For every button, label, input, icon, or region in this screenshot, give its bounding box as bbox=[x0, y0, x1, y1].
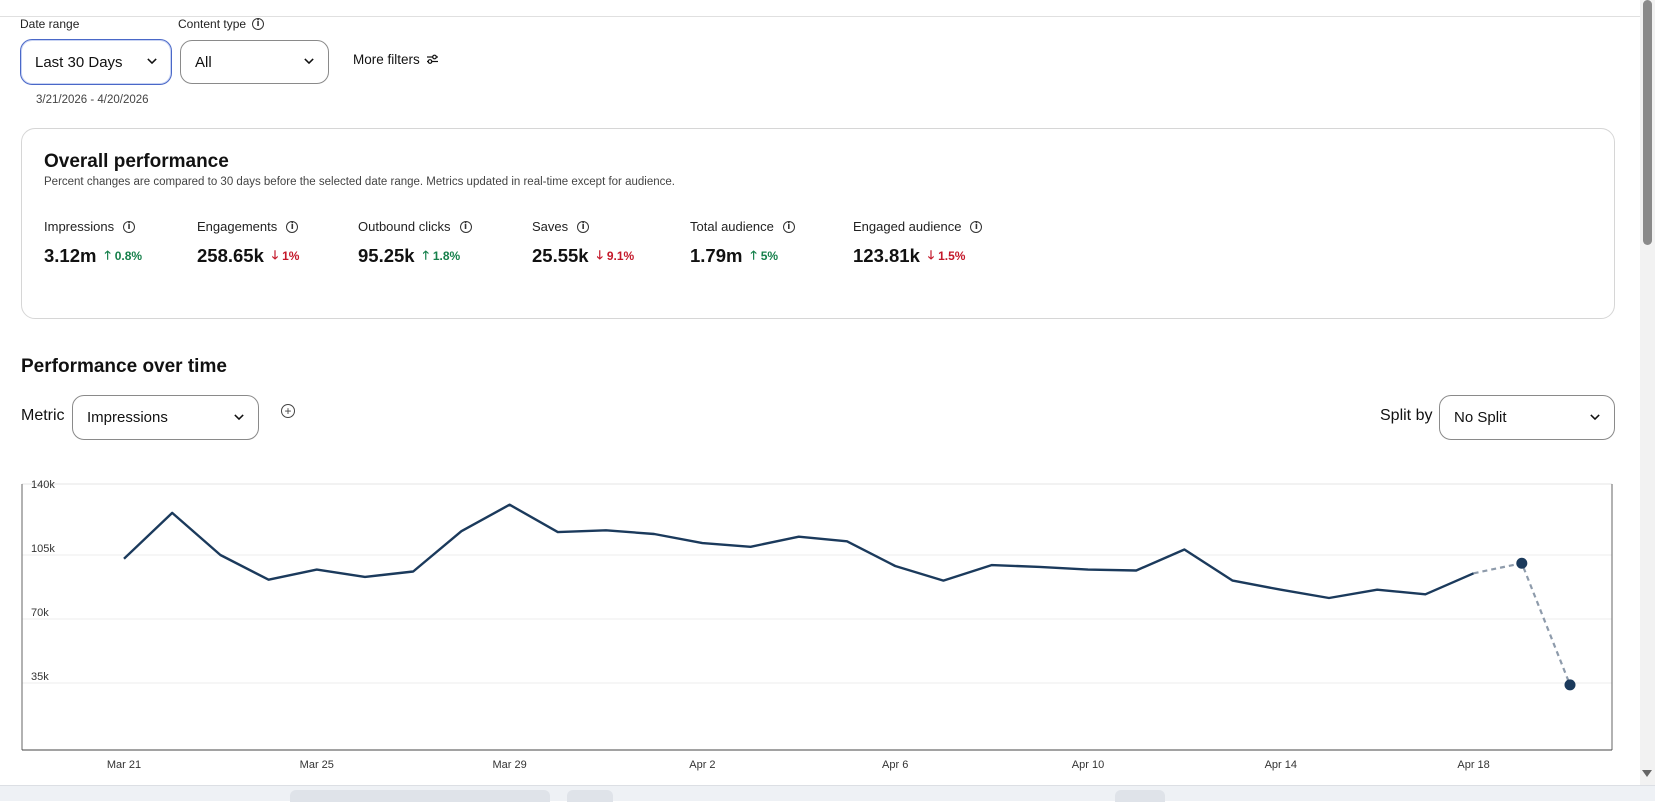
x-tick-label: Apr 6 bbox=[882, 759, 908, 771]
metric-select-value: Impressions bbox=[87, 409, 168, 426]
date-range-select[interactable]: Last 30 Days bbox=[20, 39, 172, 85]
split-by-select[interactable]: No Split bbox=[1439, 395, 1615, 440]
y-tick-label: 140k bbox=[31, 479, 55, 491]
taskbar-item[interactable] bbox=[1115, 790, 1165, 802]
metric-saves: Saves i 25.55k 🡓 9.1% bbox=[532, 219, 634, 267]
projection-series-line bbox=[1473, 561, 1572, 686]
metric-change: 🡑 0.8% bbox=[104, 246, 142, 267]
metric-impressions: Impressions i 3.12m 🡑 0.8% bbox=[44, 219, 142, 267]
content-type-value: All bbox=[195, 53, 212, 71]
content-type-label: Content type bbox=[178, 17, 247, 31]
content-type-select[interactable]: All bbox=[180, 40, 329, 84]
arrow-down-icon: 🡓 bbox=[271, 247, 279, 262]
metric-value: 95.25k bbox=[358, 245, 415, 266]
performance-over-time-title: Performance over time bbox=[21, 356, 227, 377]
overall-performance-card: Overall performance Percent changes are … bbox=[21, 128, 1615, 319]
x-tick-label: Apr 10 bbox=[1072, 759, 1104, 771]
sliders-icon bbox=[426, 52, 439, 67]
split-by-label: Split by bbox=[1380, 407, 1433, 424]
metric-change-value: 1% bbox=[282, 249, 300, 263]
metric-label: Engaged audience bbox=[853, 219, 962, 234]
content-type-label-group: Content type i bbox=[178, 17, 265, 31]
metric-total-audience: Total audience i 1.79m 🡑 5% bbox=[690, 219, 795, 267]
info-icon[interactable]: i bbox=[286, 220, 299, 233]
metric-engaged-audience: Engaged audience i 123.81k 🡓 1.5% bbox=[853, 219, 983, 267]
data-point bbox=[1564, 679, 1576, 691]
arrow-up-icon: 🡑 bbox=[422, 247, 429, 262]
arrow-up-icon: 🡑 bbox=[750, 247, 757, 262]
info-icon[interactable]: i bbox=[782, 220, 795, 233]
scrollbar-thumb[interactable] bbox=[1643, 0, 1652, 245]
data-point bbox=[1516, 557, 1528, 569]
chevron-down-icon bbox=[304, 57, 314, 67]
metric-label: Total audience bbox=[690, 219, 774, 234]
metric-change-value: 5% bbox=[760, 249, 779, 263]
metric-value: 3.12m bbox=[44, 245, 97, 266]
taskbar-item[interactable] bbox=[290, 790, 550, 802]
metric-change: 🡓 1% bbox=[272, 246, 300, 267]
metric-label: Engagements bbox=[197, 219, 278, 234]
metric-outbound-clicks: Outbound clicks i 95.25k 🡑 1.8% bbox=[358, 219, 472, 267]
info-icon[interactable]: i bbox=[970, 220, 983, 233]
metric-select[interactable]: Impressions bbox=[72, 395, 259, 440]
top-divider bbox=[0, 16, 1640, 17]
metric-change: 🡑 5% bbox=[750, 246, 778, 267]
arrow-down-icon: 🡓 bbox=[927, 247, 935, 262]
content-type-info-icon[interactable]: i bbox=[252, 18, 265, 30]
performance-chart-svg: 140k 105k 70k 35k Mar 21 Mar 25 Mar 29 Apr 2 Apr… bbox=[21, 479, 1613, 771]
scroll-down-arrow-icon[interactable] bbox=[1642, 770, 1652, 777]
taskbar bbox=[0, 785, 1655, 802]
metric-value: 1.79m bbox=[690, 245, 743, 266]
chevron-down-icon bbox=[1590, 413, 1600, 423]
metric-change-value: 0.8% bbox=[114, 249, 143, 263]
x-tick-label: Apr 2 bbox=[689, 759, 715, 771]
overall-performance-subtitle: Percent changes are compared to 30 days … bbox=[44, 176, 675, 188]
metric-value: 123.81k bbox=[853, 245, 920, 266]
chevron-down-icon bbox=[234, 413, 244, 423]
metric-change-value: 1.5% bbox=[938, 249, 966, 263]
overall-performance-title: Overall performance bbox=[44, 151, 229, 172]
metric-select-label: Metric bbox=[21, 407, 65, 424]
x-tick-label: Mar 21 bbox=[107, 759, 141, 771]
metric-change: 🡓 1.5% bbox=[928, 246, 966, 267]
metric-change-value: 1.8% bbox=[432, 249, 461, 263]
add-metric-plus-icon[interactable]: + bbox=[281, 404, 295, 418]
y-tick-label: 35k bbox=[31, 671, 49, 683]
x-tick-label: Apr 14 bbox=[1265, 759, 1297, 771]
x-tick-label: Apr 18 bbox=[1457, 759, 1489, 771]
arrow-up-icon: 🡑 bbox=[104, 247, 111, 262]
metric-engagements: Engagements i 258.65k 🡓 1% bbox=[197, 219, 299, 267]
info-icon[interactable]: i bbox=[459, 220, 472, 233]
metric-change-value: 9.1% bbox=[606, 249, 635, 263]
taskbar-item[interactable] bbox=[567, 790, 613, 802]
chevron-down-icon bbox=[147, 57, 157, 67]
metric-label: Impressions bbox=[44, 219, 115, 234]
impressions-series-line bbox=[123, 503, 1475, 600]
more-filters-button[interactable]: More filters bbox=[353, 52, 439, 67]
metric-label: Outbound clicks bbox=[358, 219, 451, 234]
y-tick-label: 105k bbox=[31, 543, 55, 555]
vertical-scrollbar[interactable] bbox=[1640, 0, 1655, 785]
date-range-label: Date range bbox=[20, 17, 80, 31]
x-tick-label: Mar 25 bbox=[300, 759, 334, 771]
y-tick-label: 70k bbox=[31, 607, 49, 619]
metric-value: 258.65k bbox=[197, 245, 264, 266]
metric-change: 🡓 9.1% bbox=[597, 246, 635, 267]
date-range-value: Last 30 Days bbox=[35, 53, 123, 71]
x-tick-label: Mar 29 bbox=[492, 759, 526, 771]
split-by-value: No Split bbox=[1454, 409, 1507, 426]
date-range-dates: 3/21/2026 - 4/20/2026 bbox=[36, 94, 149, 106]
metric-value: 25.55k bbox=[532, 245, 589, 266]
metric-label: Saves bbox=[532, 219, 569, 234]
more-filters-label: More filters bbox=[353, 52, 420, 67]
info-icon[interactable]: i bbox=[577, 220, 590, 233]
arrow-down-icon: 🡓 bbox=[596, 247, 603, 262]
performance-chart: 140k 105k 70k 35k Mar 21 Mar 25 Mar 29 Apr 2 Apr… bbox=[0, 470, 1640, 780]
metric-change: 🡑 1.8% bbox=[423, 246, 461, 267]
info-icon[interactable]: i bbox=[123, 220, 136, 233]
